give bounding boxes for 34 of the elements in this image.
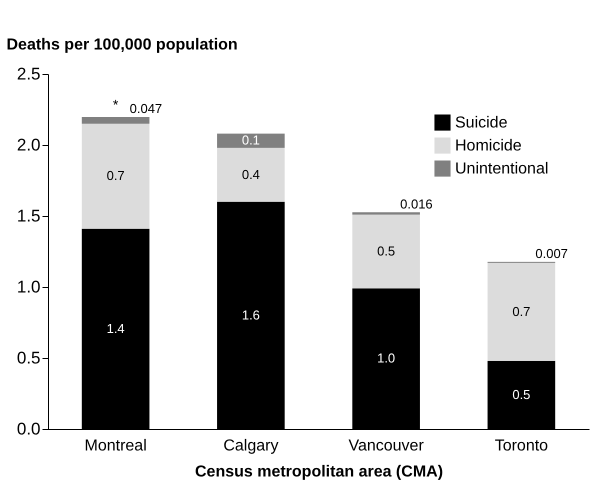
data-label: 0.016 xyxy=(400,196,433,212)
data-label: 1.4 xyxy=(106,320,125,336)
bar xyxy=(217,148,285,202)
x-tick-label: Calgary xyxy=(223,438,278,454)
bar xyxy=(82,124,150,229)
annotation: * xyxy=(112,96,119,113)
y-tick-label: 1.0 xyxy=(16,278,40,296)
y-tick-label: 2.5 xyxy=(16,64,40,84)
data-label: 0.007 xyxy=(535,246,568,261)
bar xyxy=(352,214,420,288)
data-label: 0.1 xyxy=(242,132,260,148)
data-label: 1.6 xyxy=(242,307,260,322)
legend-label: Homicide xyxy=(455,138,522,154)
legend-label: Suicide xyxy=(455,114,508,132)
data-label: 0.5 xyxy=(377,244,396,258)
data-label: 0.047 xyxy=(130,101,162,116)
x-tick-label: Toronto xyxy=(494,438,548,454)
bar xyxy=(488,262,556,361)
bar xyxy=(82,117,150,124)
y-tick-label: 1.5 xyxy=(16,206,40,226)
data-label: 0.7 xyxy=(512,304,530,319)
bar xyxy=(217,134,285,148)
y-tick-label: 0.5 xyxy=(16,348,40,368)
x-axis-title: Census metropolitan area (CMA) xyxy=(194,464,444,480)
data-label: 0.7 xyxy=(106,168,125,184)
legend-label: Unintentional xyxy=(455,160,548,178)
x-tick-label: Vancouver xyxy=(348,438,424,454)
y-tick-label: 2.0 xyxy=(16,136,40,154)
x-tick-label: Montreal xyxy=(84,438,147,454)
y-tick-label: 0.0 xyxy=(16,420,40,438)
y-axis-title: Deaths per 100,000 population xyxy=(6,36,238,54)
data-label: 0.5 xyxy=(512,386,530,402)
data-label: 0.4 xyxy=(242,166,260,182)
data-label: 1.0 xyxy=(377,350,396,366)
